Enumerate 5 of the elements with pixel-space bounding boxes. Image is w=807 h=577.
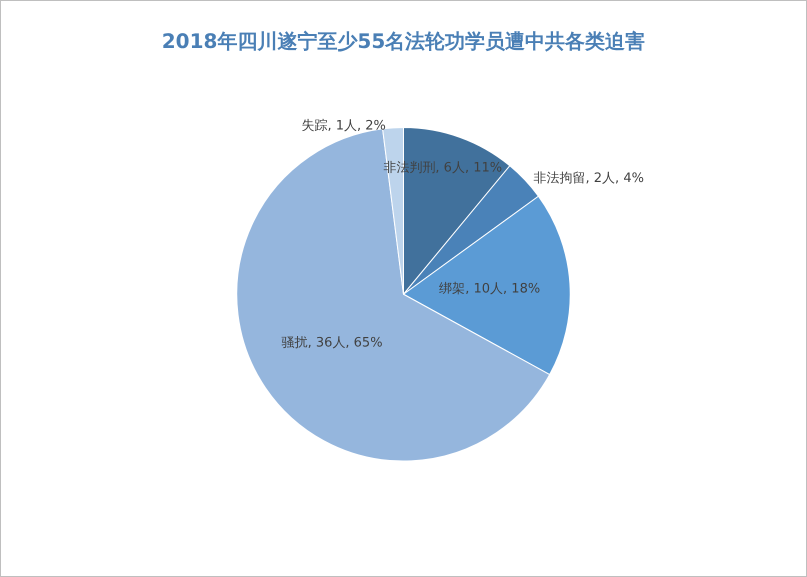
slice-label: 失踪, 1人, 2% bbox=[301, 118, 386, 134]
slice-label: 骚扰, 36人, 65% bbox=[282, 335, 383, 350]
slice-label: 非法拘留, 2人, 4% bbox=[534, 171, 644, 186]
chart-title: 2018年四川遂宁至少55名法轮功学员遭中共各类迫害 bbox=[162, 29, 646, 53]
slice-label: 绑架, 10人, 18% bbox=[439, 281, 540, 296]
